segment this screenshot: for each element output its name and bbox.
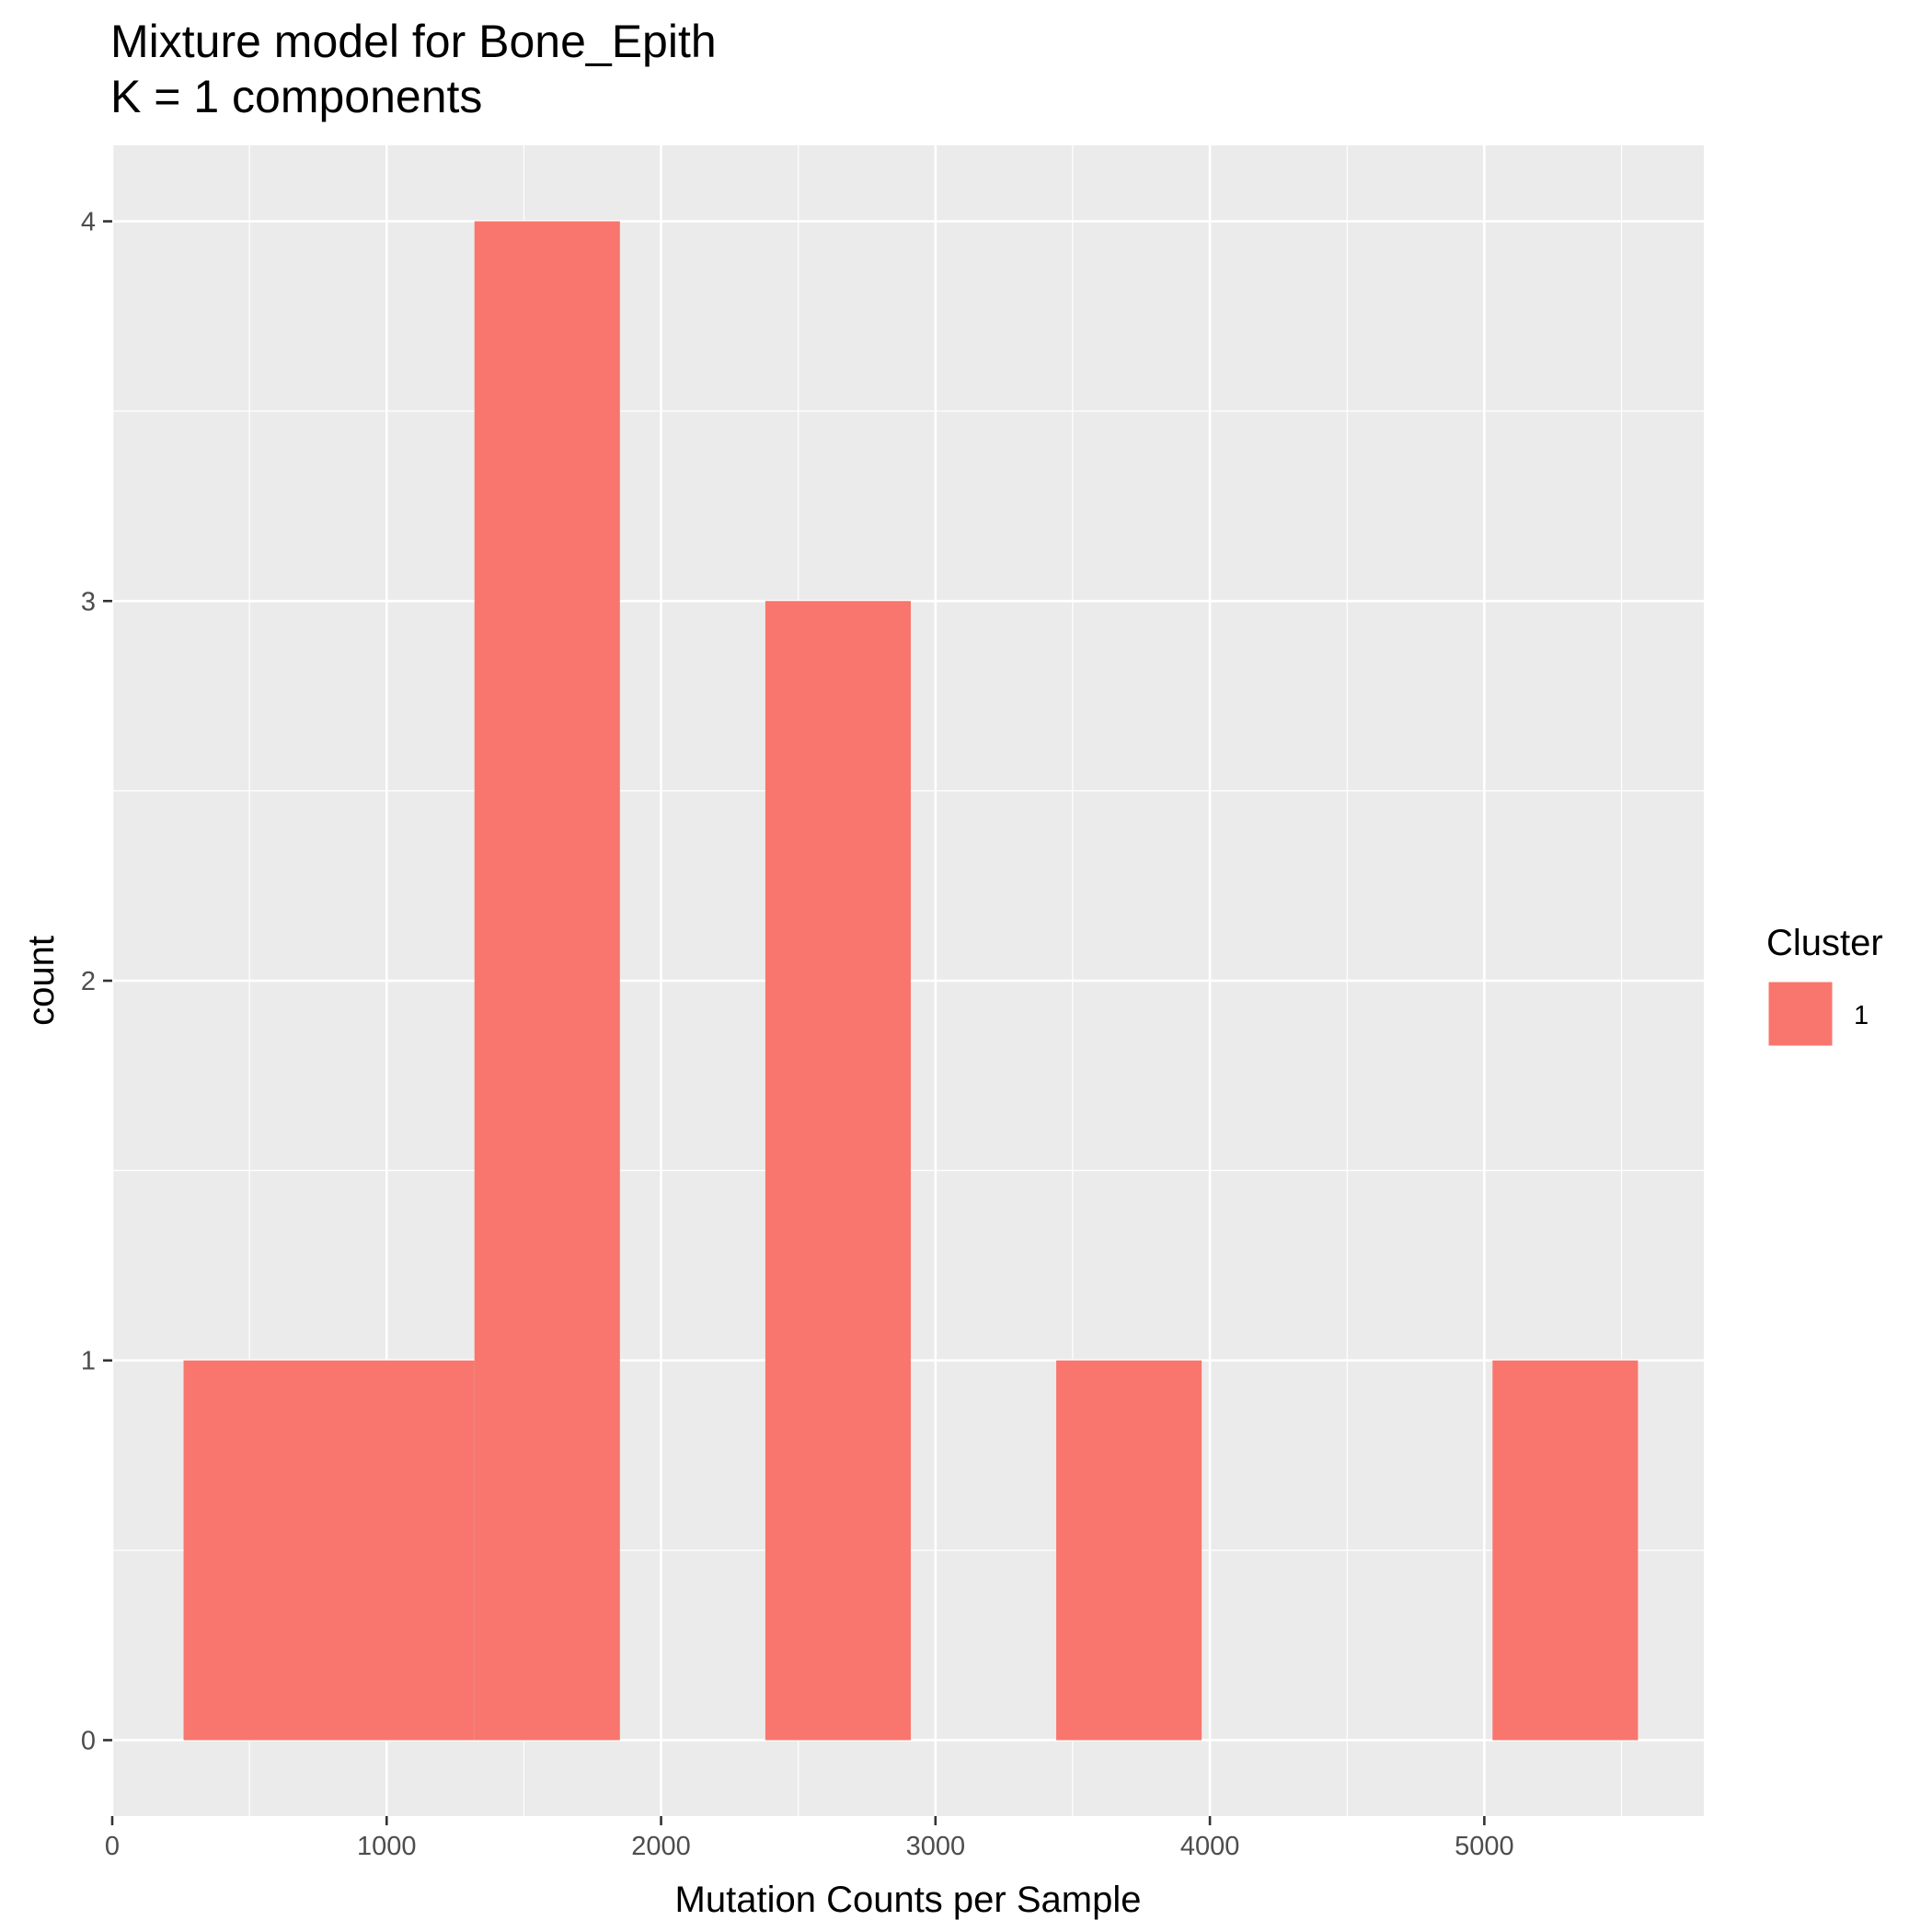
- y-tick-label: 2: [81, 967, 96, 996]
- histogram-bars: [183, 221, 1639, 1741]
- y-tick-label: 0: [81, 1726, 96, 1755]
- y-tick-label: 1: [81, 1347, 96, 1376]
- x-axis-title: Mutation Counts per Sample: [675, 1880, 1142, 1920]
- x-tick-label: 3000: [906, 1832, 966, 1861]
- x-axis: 0 1000 2000 3000 4000 5000: [105, 1816, 1514, 1861]
- legend-key-1: [1767, 981, 1834, 1047]
- legend: Cluster 1: [1766, 923, 1883, 1047]
- x-tick-label: 0: [105, 1832, 120, 1861]
- x-tick-label: 1000: [357, 1832, 417, 1861]
- histogram-bar-4: [1056, 1360, 1202, 1741]
- y-tick-label: 3: [81, 587, 96, 616]
- y-axis-title: count: [21, 936, 62, 1026]
- histogram-bar-1: [183, 1360, 475, 1741]
- chart-subtitle: K = 1 components: [110, 71, 482, 122]
- y-tick-label: 4: [81, 208, 96, 237]
- x-tick-label: 4000: [1180, 1832, 1240, 1861]
- y-axis: 0 1 2 3 4: [81, 208, 112, 1755]
- x-tick-label: 5000: [1455, 1832, 1514, 1861]
- chart-title: Mixture model for Bone_Epith: [110, 16, 717, 67]
- x-tick-label: 2000: [631, 1832, 691, 1861]
- legend-title: Cluster: [1766, 923, 1883, 963]
- legend-label-1: 1: [1854, 1001, 1869, 1030]
- histogram-bar-2: [474, 221, 620, 1741]
- histogram-bar-3: [765, 601, 911, 1741]
- histogram-bar-5: [1492, 1360, 1639, 1741]
